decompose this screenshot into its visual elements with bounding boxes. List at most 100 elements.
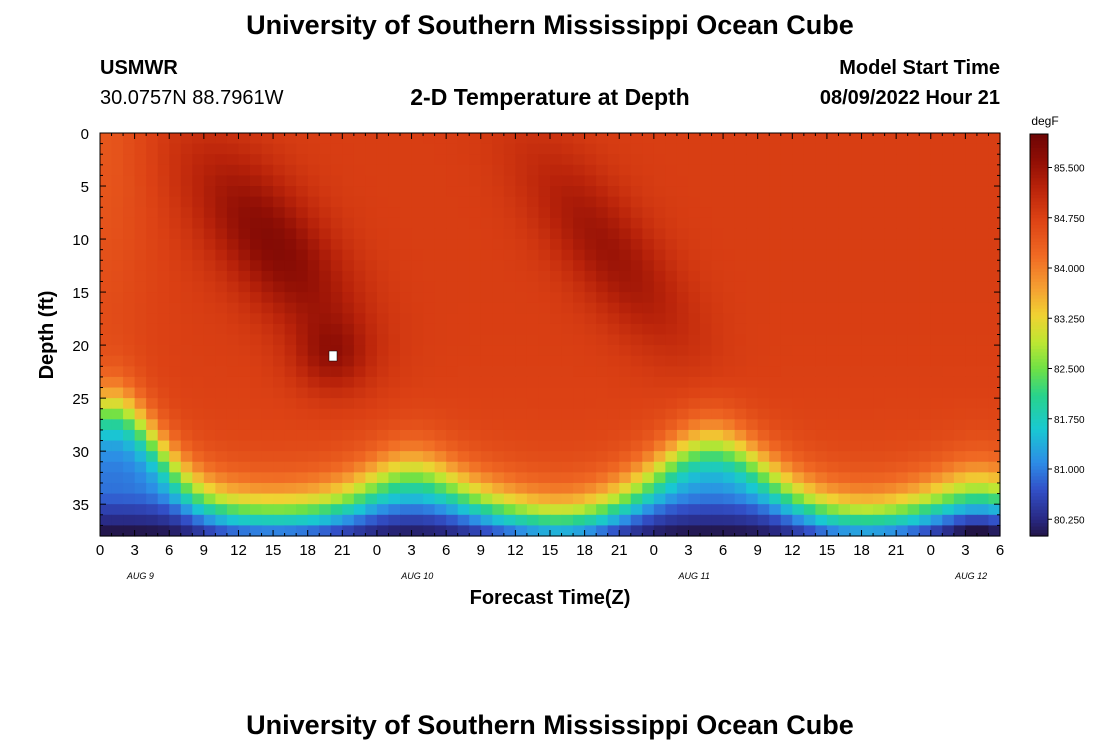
heatmap-cell <box>907 164 920 177</box>
heatmap-cell <box>238 376 251 389</box>
heatmap-cell <box>123 292 136 304</box>
heatmap-cell <box>642 133 655 145</box>
heatmap-cell <box>215 440 228 452</box>
heatmap-cell <box>953 451 966 463</box>
heatmap-cell <box>273 525 286 537</box>
heatmap-cell <box>503 493 516 505</box>
heatmap-cell <box>688 472 701 484</box>
heatmap-cell <box>584 525 597 537</box>
heatmap-cell <box>446 228 459 240</box>
heatmap-cell <box>642 408 655 420</box>
heatmap-cell <box>850 228 863 240</box>
heatmap-cell <box>976 440 990 452</box>
colorbar-swatch <box>1030 274 1048 279</box>
heatmap-cell <box>319 504 332 516</box>
heatmap-cell <box>261 313 274 325</box>
heatmap-cell <box>480 482 493 495</box>
heatmap-cell <box>215 302 228 314</box>
heatmap-cell <box>388 154 401 166</box>
heatmap-cell <box>192 143 205 155</box>
heatmap-cell <box>157 472 170 484</box>
heatmap-cell <box>965 419 978 431</box>
heatmap-cell <box>515 419 528 431</box>
heatmap-cell <box>388 249 401 261</box>
x-axis-label: Forecast Time(Z) <box>470 587 631 609</box>
heatmap-cell <box>607 292 620 304</box>
heatmap-cell <box>826 440 840 452</box>
heatmap-cell <box>376 355 390 367</box>
heatmap-cell <box>746 440 759 452</box>
heatmap-cell <box>446 440 459 452</box>
colorbar-swatch <box>1030 321 1048 326</box>
heatmap-cell <box>665 366 678 378</box>
heatmap-cell <box>711 175 724 187</box>
heatmap-cell <box>861 143 874 155</box>
heatmap-cell <box>330 366 343 378</box>
heatmap-cell <box>330 133 343 145</box>
heatmap-cell <box>400 398 413 410</box>
heatmap-cell <box>296 323 309 336</box>
heatmap-cell <box>584 154 597 166</box>
heatmap-cell <box>238 154 251 166</box>
heatmap-cell <box>711 133 724 145</box>
heatmap-cell <box>376 186 390 198</box>
heatmap-cell <box>930 493 943 505</box>
heatmap-cell <box>584 461 597 473</box>
colorbar-swatch <box>1030 268 1048 272</box>
heatmap-cell <box>861 419 874 431</box>
heatmap-cell <box>446 175 459 187</box>
heatmap-cell <box>180 302 193 314</box>
heatmap-cell <box>273 260 286 272</box>
heatmap-cell <box>503 472 516 484</box>
heatmap-cell <box>469 281 482 293</box>
heatmap-cell <box>100 207 113 219</box>
heatmap-cell <box>180 270 193 283</box>
heatmap-cell <box>769 514 782 526</box>
heatmap-cell <box>250 525 263 537</box>
heatmap-cell <box>711 345 724 357</box>
heatmap-cell <box>642 292 655 304</box>
heatmap-cell <box>180 217 193 230</box>
heatmap-cell <box>169 429 182 442</box>
heatmap-cell <box>342 408 355 420</box>
heatmap-cell <box>907 419 920 431</box>
heatmap-cell <box>930 408 943 420</box>
heatmap-cell <box>353 207 366 219</box>
heatmap-cell <box>642 429 655 442</box>
heatmap-cell <box>353 504 366 516</box>
heatmap-cell <box>965 228 978 240</box>
heatmap-cell <box>284 133 297 145</box>
heatmap-cell <box>250 345 263 357</box>
heatmap-cell <box>446 207 459 219</box>
heatmap-cell <box>226 281 240 293</box>
heatmap-cell <box>296 493 309 505</box>
heatmap-cell <box>365 196 378 208</box>
heatmap-cell <box>988 493 1001 505</box>
heatmap-cell <box>884 355 897 367</box>
heatmap-cell <box>353 493 366 505</box>
heatmap-cell <box>446 451 459 463</box>
heatmap-cell <box>503 440 516 452</box>
heatmap-cell <box>919 313 932 325</box>
heatmap-cell <box>584 387 597 399</box>
heatmap-cell <box>526 387 540 399</box>
heatmap-cell <box>607 175 620 187</box>
heatmap-cell <box>423 270 436 283</box>
heatmap-cell <box>757 429 770 442</box>
heatmap-cell <box>711 429 724 442</box>
heatmap-cell <box>676 270 690 283</box>
heatmap-cell <box>526 281 540 293</box>
colorbar-swatch <box>1030 221 1048 226</box>
heatmap-cell <box>319 419 332 431</box>
heatmap-cell <box>573 429 586 442</box>
heatmap-cell <box>688 239 701 251</box>
heatmap-cell <box>815 440 828 452</box>
station-id: USMWR <box>100 57 178 79</box>
heatmap-cell <box>434 419 447 431</box>
heatmap-cell <box>700 260 713 272</box>
heatmap-cell <box>953 186 966 198</box>
heatmap-cell <box>353 355 366 367</box>
heatmap-cell <box>550 482 563 495</box>
heatmap-cell <box>526 186 540 198</box>
heatmap-cell <box>988 387 1001 399</box>
